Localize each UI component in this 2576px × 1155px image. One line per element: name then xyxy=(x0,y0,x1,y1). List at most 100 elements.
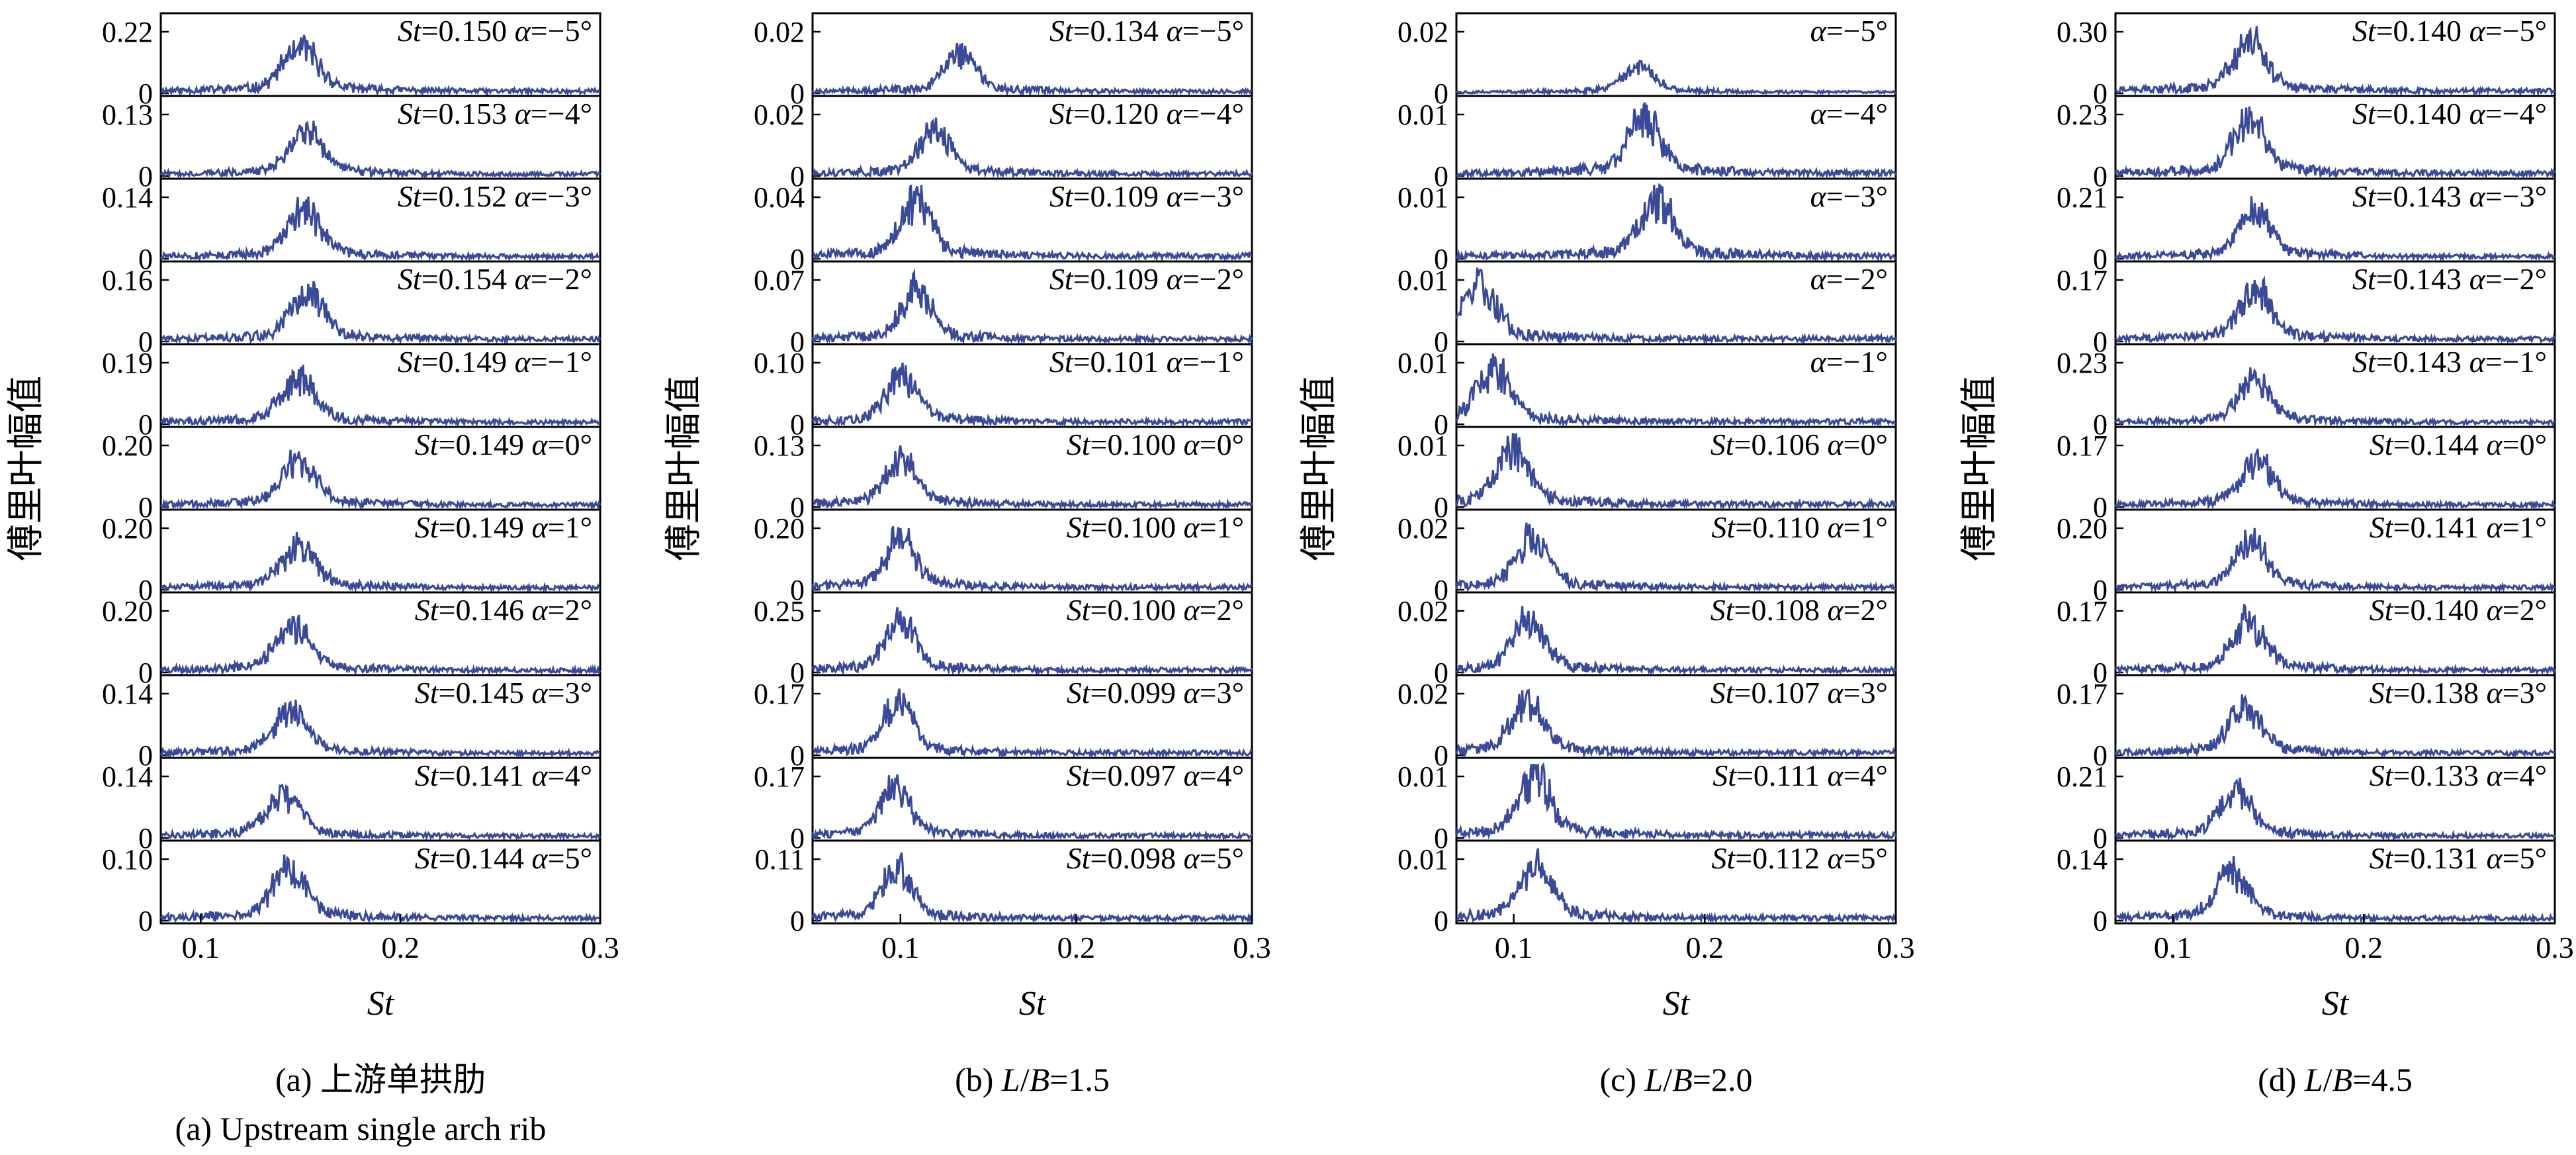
ytick-zero-label: 0 xyxy=(1434,243,1448,275)
subplot-alpha-5: 0 0.11 St=0.098 α=5° xyxy=(755,839,1253,937)
subplot-frame xyxy=(159,839,601,925)
subplot-label: St=0.143 α=−2° xyxy=(2352,262,2547,296)
ytick-zero-label: 0 xyxy=(138,739,153,772)
subplot-label: α=−4° xyxy=(1810,97,1888,130)
ytick-zero-label: 0 xyxy=(138,160,153,193)
ytick-max-label: 0.16 xyxy=(102,264,153,297)
spectrum-trace xyxy=(811,42,1253,97)
spectrum-trace xyxy=(1455,432,1897,511)
subplot-label: St=0.152 α=−3° xyxy=(398,179,592,213)
caption-cn: (d) L/B=4.5 xyxy=(2258,1061,2413,1098)
subplot-frame xyxy=(2114,839,2556,925)
ytick-max-label: 0.20 xyxy=(102,512,153,545)
spectrum-trace xyxy=(812,445,1253,511)
ytick-zero-label: 0 xyxy=(2093,657,2108,689)
subplot-label: St=0.149 α=0° xyxy=(415,428,592,461)
y-axis-label: 傅里叶幅值 xyxy=(662,376,705,561)
subplot-alpha-3: 0 0.17 St=0.138 α=3° xyxy=(2057,674,2556,772)
ytick-zero-label: 0 xyxy=(790,491,805,524)
xtick-label: 0.2 xyxy=(381,931,420,964)
xtick-label: 0.3 xyxy=(1233,931,1271,964)
ytick-max-label: 0.20 xyxy=(2057,512,2108,545)
ytick-max-label: 0.02 xyxy=(1398,678,1448,710)
caption-cn: (c) L/B=2.0 xyxy=(1600,1061,1753,1098)
ytick-max-label: 0.20 xyxy=(754,512,805,545)
spectrum-trace xyxy=(1455,688,1896,759)
subplot-alpha--5: 0 0.02 St=0.134 α=−5° xyxy=(754,12,1253,110)
subplot-alpha-1: 0 0.20 St=0.100 α=1° xyxy=(754,508,1253,606)
ytick-zero-label: 0 xyxy=(2093,574,2108,606)
ytick-zero-label: 0 xyxy=(790,243,805,275)
ytick-zero-label: 0 xyxy=(138,243,153,275)
ytick-zero-label: 0 xyxy=(790,326,805,358)
subplot-label: St=0.098 α=5° xyxy=(1067,841,1244,875)
ytick-max-label: 0.02 xyxy=(1398,16,1448,48)
ytick-zero-label: 0 xyxy=(2093,739,2108,772)
ytick-zero-label: 0 xyxy=(2093,160,2108,193)
subplot-label: α=−3° xyxy=(1810,179,1888,213)
ytick-zero-label: 0 xyxy=(790,160,805,193)
subplot-label: St=0.145 α=3° xyxy=(415,676,592,710)
spectrum-trace xyxy=(812,185,1253,263)
subplot-alpha-5: 0 0.01 St=0.112 α=5° xyxy=(1398,839,1897,937)
xtick-label: 0.2 xyxy=(1686,931,1724,964)
subplot-alpha-0: 0 0.13 St=0.100 α=0° xyxy=(754,426,1253,524)
spectrum-trace xyxy=(159,196,600,263)
subplot-label: St=0.141 α=1° xyxy=(2370,510,2547,544)
subplot-label: St=0.101 α=−1° xyxy=(1049,345,1244,379)
xtick-label: 0.1 xyxy=(1495,931,1533,964)
subplot-alpha--3: 0 0.21 St=0.143 α=−3° xyxy=(2057,177,2556,275)
ytick-max-label: 0.17 xyxy=(2057,678,2108,710)
spectrum-trace xyxy=(1456,606,1897,676)
subplot-alpha--1: 0 0.19 St=0.149 α=−1° xyxy=(102,343,601,441)
subplot-alpha--2: 0 0.17 St=0.143 α=−2° xyxy=(2057,260,2556,358)
subplot-alpha-2: 0 0.17 St=0.140 α=2° xyxy=(2057,591,2556,689)
ytick-max-label: 0.01 xyxy=(1398,430,1448,462)
spectrum-trace xyxy=(2114,367,2555,428)
subplot-alpha-0: 0 0.01 St=0.106 α=0° xyxy=(1398,426,1897,524)
spectrum-trace xyxy=(811,852,1253,925)
ytick-max-label: 0.11 xyxy=(755,843,805,876)
spectrum-trace xyxy=(1455,522,1896,594)
subplot-label: St=0.144 α=0° xyxy=(2370,428,2547,461)
x-axis-label: St xyxy=(1019,985,1047,1023)
ytick-max-label: 0.14 xyxy=(2057,843,2108,876)
subplot-label: α=−1° xyxy=(1810,345,1888,379)
ytick-max-label: 0.04 xyxy=(754,181,805,214)
ytick-zero-label: 0 xyxy=(1434,77,1448,110)
subplot-label: St=0.143 α=−1° xyxy=(2352,345,2547,379)
ytick-max-label: 0.01 xyxy=(1398,264,1448,297)
spectrum-trace xyxy=(159,855,601,925)
subplot-alpha-2: 0 0.20 St=0.146 α=2° xyxy=(102,591,601,689)
subplot-label: St=0.106 α=0° xyxy=(1710,428,1888,461)
xtick-label: 0.2 xyxy=(2345,931,2383,964)
ytick-zero-label: 0 xyxy=(138,657,153,689)
subplot-label: St=0.150 α=−5° xyxy=(398,14,592,48)
spectrum-trace xyxy=(2114,196,2555,263)
panel-c: 00.02 α=−5°00.01 α=−4°00.01 α=−3°00.01 α=−2°… xyxy=(1298,12,1915,1098)
subplot-label: St=0.108 α=2° xyxy=(1710,593,1888,627)
subplot-alpha--4: 0 0.02 St=0.120 α=−4° xyxy=(754,95,1253,193)
spectrum-trace xyxy=(811,774,1253,842)
ytick-zero-label: 0 xyxy=(2093,408,2108,441)
subplot-frame xyxy=(1455,839,1897,925)
ytick-max-label: 0.07 xyxy=(754,264,805,297)
subplot-label: St=0.138 α=3° xyxy=(2370,676,2547,710)
ytick-zero-label: 0 xyxy=(1434,326,1448,358)
ytick-zero-label: 0 xyxy=(790,657,805,689)
ytick-max-label: 0.02 xyxy=(1398,512,1448,545)
subplot-alpha--5: 0 0.02 α=−5° xyxy=(1398,12,1897,110)
ytick-zero-label: 0 xyxy=(138,491,153,524)
ytick-max-label: 0.02 xyxy=(754,99,805,131)
xtick-label: 0.3 xyxy=(2536,931,2574,964)
subplot-label: α=−5° xyxy=(1810,14,1888,48)
subplot-alpha--3: 0 0.01 α=−3° xyxy=(1398,177,1897,275)
subplot-label: St=0.146 α=2° xyxy=(415,593,592,627)
ytick-max-label: 0.20 xyxy=(102,430,153,462)
subplot-alpha-5: 0 0.10 St=0.144 α=5° xyxy=(102,839,601,937)
ytick-max-label: 0.01 xyxy=(1398,99,1448,131)
ytick-zero-label: 0 xyxy=(790,739,805,772)
spectrum-trace xyxy=(811,526,1253,594)
ytick-max-label: 0.14 xyxy=(102,678,153,710)
ytick-zero-label: 0 xyxy=(2093,243,2108,275)
